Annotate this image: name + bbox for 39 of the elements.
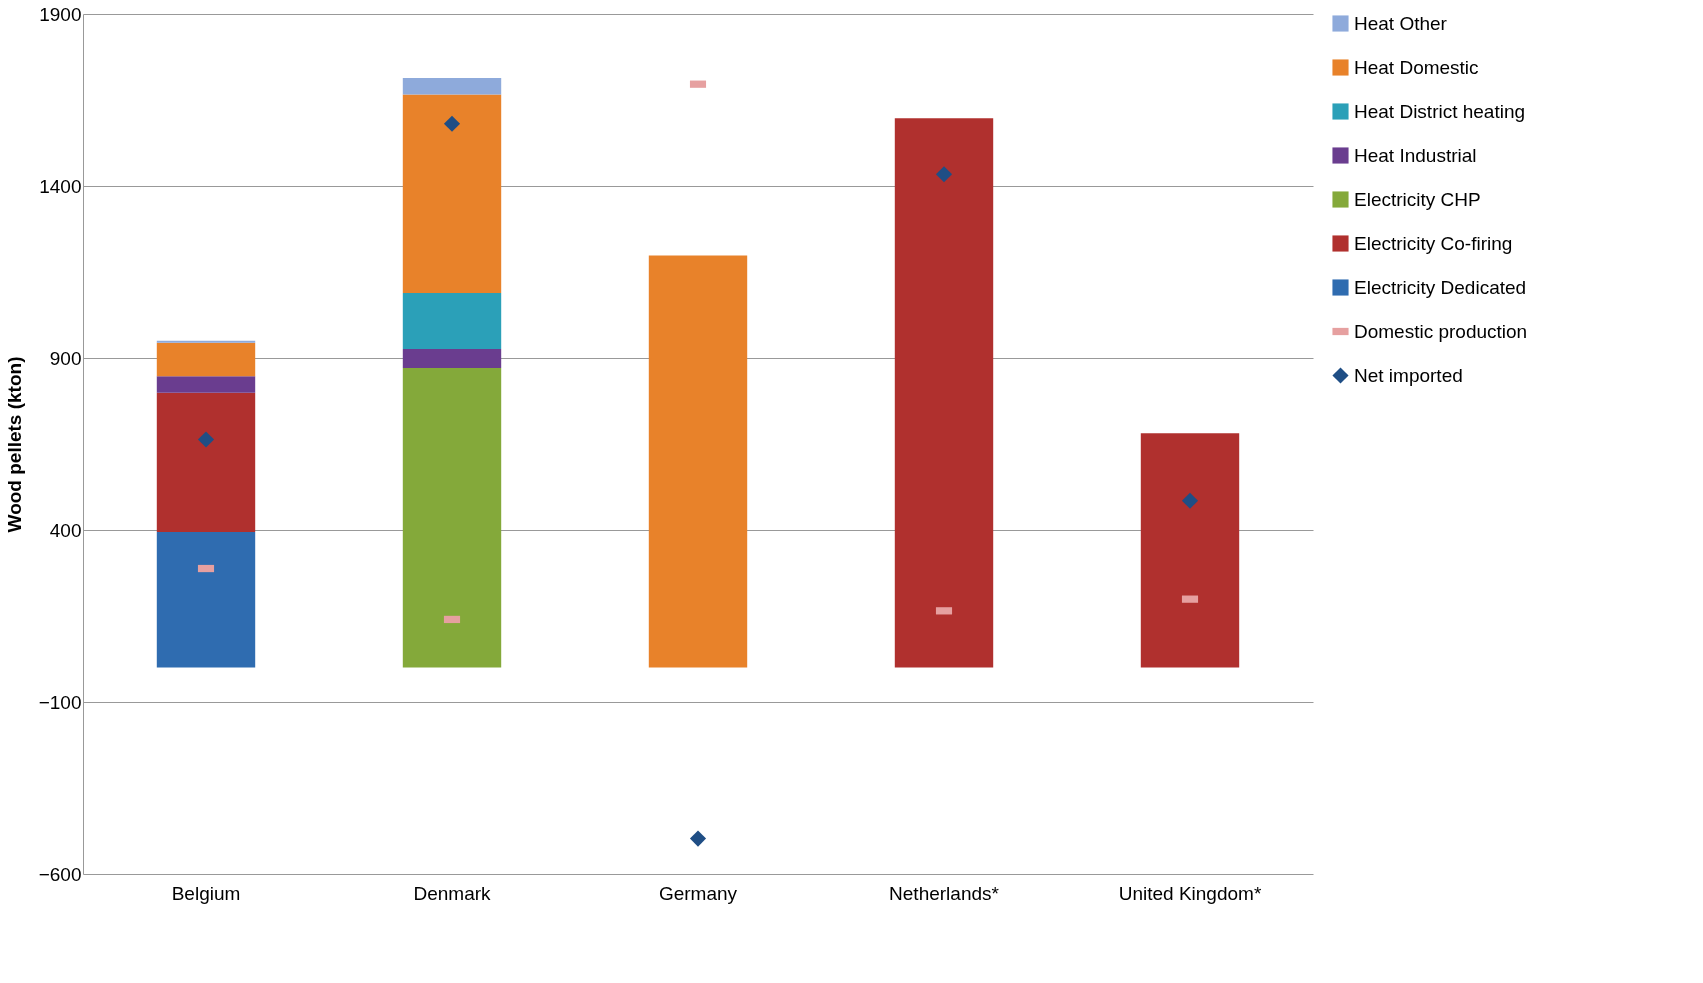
legend-label: Heat Industrial [1354,144,1477,166]
y-tick-label: 900 [49,347,82,369]
legend-label: Electricity Co-firing [1354,232,1513,254]
legend-label: Heat District heating [1354,100,1526,122]
bar [156,532,256,668]
legend-label: Electricity CHP [1354,188,1481,210]
x-tick-label: Belgium [171,882,241,904]
y-tick-label: −100 [38,691,82,713]
point [689,830,707,847]
x-tick-label: Germany [658,882,738,904]
y-tick-label: 400 [49,519,82,541]
y-tick-label: 1400 [39,175,82,197]
bar [402,349,502,368]
bar [402,292,502,350]
bar [402,94,502,293]
point [443,115,461,132]
bar [648,255,748,668]
legend-label: Heat Other [1354,12,1448,34]
bar [156,392,256,533]
legend-label: Domestic production [1354,320,1528,342]
legend-label: Electricity Dedicated [1354,276,1527,298]
point [197,431,215,448]
bar [156,376,256,393]
point [1181,492,1199,509]
bar [1140,433,1240,668]
y-axis-title: Wood pellets (kton) [3,356,25,533]
x-tick-label: United Kingdom* [1118,882,1262,904]
bar [894,118,994,668]
y-tick-label: 1900 [39,3,82,25]
bar [402,77,502,95]
bar [156,342,256,377]
bar [402,367,502,668]
y-tick-label: −600 [38,863,82,885]
x-tick-label: Denmark [413,882,492,904]
x-tick-label: Netherlands* [889,882,1000,904]
legend-label: Heat Domestic [1354,56,1479,78]
legend-label: Net imported [1354,364,1463,386]
point [935,166,953,183]
bar [156,340,256,343]
